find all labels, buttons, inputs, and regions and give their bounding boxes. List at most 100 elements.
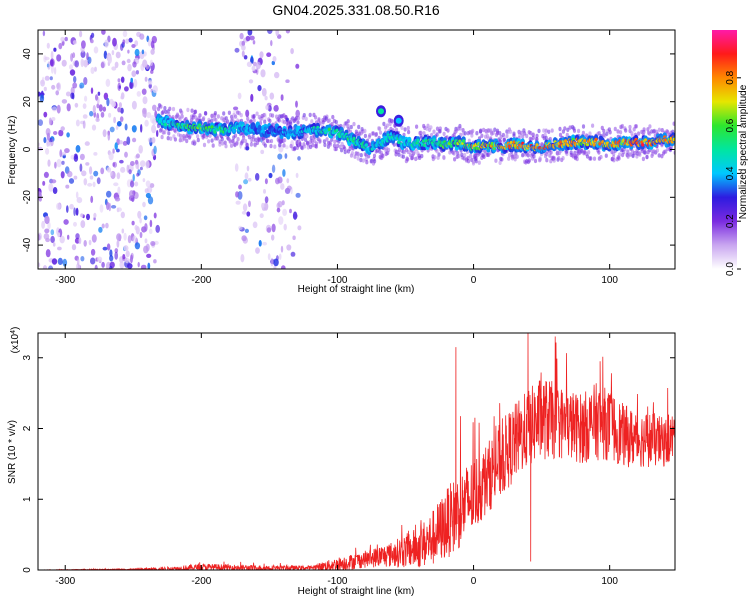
noise-blob	[48, 138, 53, 143]
noise-blob	[105, 222, 109, 229]
noise-blob	[75, 145, 81, 153]
noise-blob	[145, 180, 151, 188]
noise-blob	[53, 47, 57, 52]
noise-blob	[58, 129, 64, 137]
noise-blob	[66, 170, 73, 178]
signal-halo	[432, 129, 436, 134]
noise-blob	[147, 262, 151, 269]
noise-blob	[132, 61, 137, 68]
x-tick-label: -200	[191, 275, 211, 286]
noise-blob	[134, 48, 140, 57]
noise-blob	[141, 49, 145, 55]
noise-blob	[84, 141, 90, 146]
signal-halo	[446, 128, 450, 133]
noise-blob	[100, 111, 105, 118]
y-tick-label: 40	[22, 48, 33, 60]
noise-blob	[120, 166, 126, 173]
figure-title: GN04.2025.331.08.50.R16	[272, 2, 440, 18]
noise-blob	[109, 126, 115, 133]
signal-halo	[429, 125, 433, 130]
noise-blob	[244, 172, 249, 180]
noise-blob	[139, 166, 143, 171]
signal-halo	[634, 124, 638, 129]
noise-blob	[263, 202, 269, 211]
signal-halo	[581, 130, 586, 136]
noise-blob	[106, 190, 112, 198]
signal-halo	[666, 146, 670, 152]
signal-halo	[365, 160, 369, 165]
noise-blob	[131, 44, 136, 48]
x-tick-label: 0	[471, 576, 477, 587]
noise-blob	[238, 225, 243, 230]
signal-halo	[550, 128, 554, 133]
signal-halo	[545, 158, 549, 163]
signal-halo	[373, 159, 377, 164]
signal-halo	[208, 133, 212, 138]
noise-blob	[112, 161, 117, 168]
signal-halo	[317, 117, 321, 122]
noise-blob	[127, 49, 130, 54]
signal-halo	[202, 142, 207, 148]
signal-halo	[513, 154, 517, 159]
noise-blob	[117, 78, 121, 83]
colorbar-ticks: 0.0 0.2 0.4 0.6 0.8	[725, 70, 741, 276]
noise-blob	[144, 238, 148, 244]
signal-halo	[346, 123, 350, 129]
signal-halo	[419, 130, 423, 135]
noise-blob	[68, 178, 75, 184]
signal-halo	[340, 148, 344, 153]
signal-halo	[278, 142, 282, 148]
noise-blob	[73, 221, 77, 227]
signal-halo	[397, 152, 401, 157]
noise-blob	[44, 75, 50, 81]
noise-blob	[48, 265, 54, 269]
noise-blob	[82, 114, 88, 119]
noise-blob	[152, 85, 158, 93]
signal-halo	[565, 132, 569, 138]
noise-blob	[247, 30, 253, 36]
noise-blob	[91, 234, 97, 243]
snr-panel: -300 -200 -100 0 100 0 1 2 3 Height of straight…	[7, 327, 676, 597]
signal-halo	[479, 128, 483, 133]
noise-blob	[122, 30, 128, 38]
noise-blob	[48, 183, 54, 192]
signal-halo	[356, 152, 360, 157]
signal-halo	[382, 121, 386, 127]
noise-blob	[109, 171, 113, 176]
noise-blob	[138, 145, 143, 154]
signal-halo	[573, 150, 577, 156]
noise-blob	[102, 106, 107, 112]
noise-blob	[131, 125, 137, 133]
x-tick-label: -200	[191, 576, 211, 587]
signal-halo	[361, 158, 365, 163]
noise-blob	[271, 234, 275, 241]
noise-blob	[101, 261, 105, 268]
spectrogram-marks	[38, 30, 675, 269]
noise-blob	[292, 211, 298, 220]
signal-halo	[498, 131, 502, 136]
noise-blob	[128, 169, 132, 175]
noise-blob	[90, 248, 96, 256]
signal-halo	[585, 154, 590, 159]
noise-blob	[286, 178, 290, 184]
noise-blob	[238, 184, 242, 190]
side-blob-core	[378, 108, 384, 115]
noise-blob	[61, 59, 67, 67]
noise-blob	[290, 251, 296, 257]
signal-halo	[438, 126, 442, 131]
signal-halo	[363, 128, 367, 134]
signal-halo	[474, 159, 478, 164]
signal-halo	[194, 115, 198, 120]
signal-halo	[303, 144, 307, 149]
noise-blob	[142, 107, 147, 115]
noise-blob	[234, 47, 240, 53]
side-blob-core	[395, 117, 402, 124]
noise-blob	[47, 159, 51, 167]
noise-blob	[51, 258, 58, 265]
noise-blob	[66, 205, 69, 213]
noise-blob	[260, 69, 266, 78]
noise-blob	[38, 91, 41, 97]
noise-blob	[249, 35, 255, 41]
noise-blob	[109, 254, 114, 262]
noise-blob	[134, 242, 141, 250]
